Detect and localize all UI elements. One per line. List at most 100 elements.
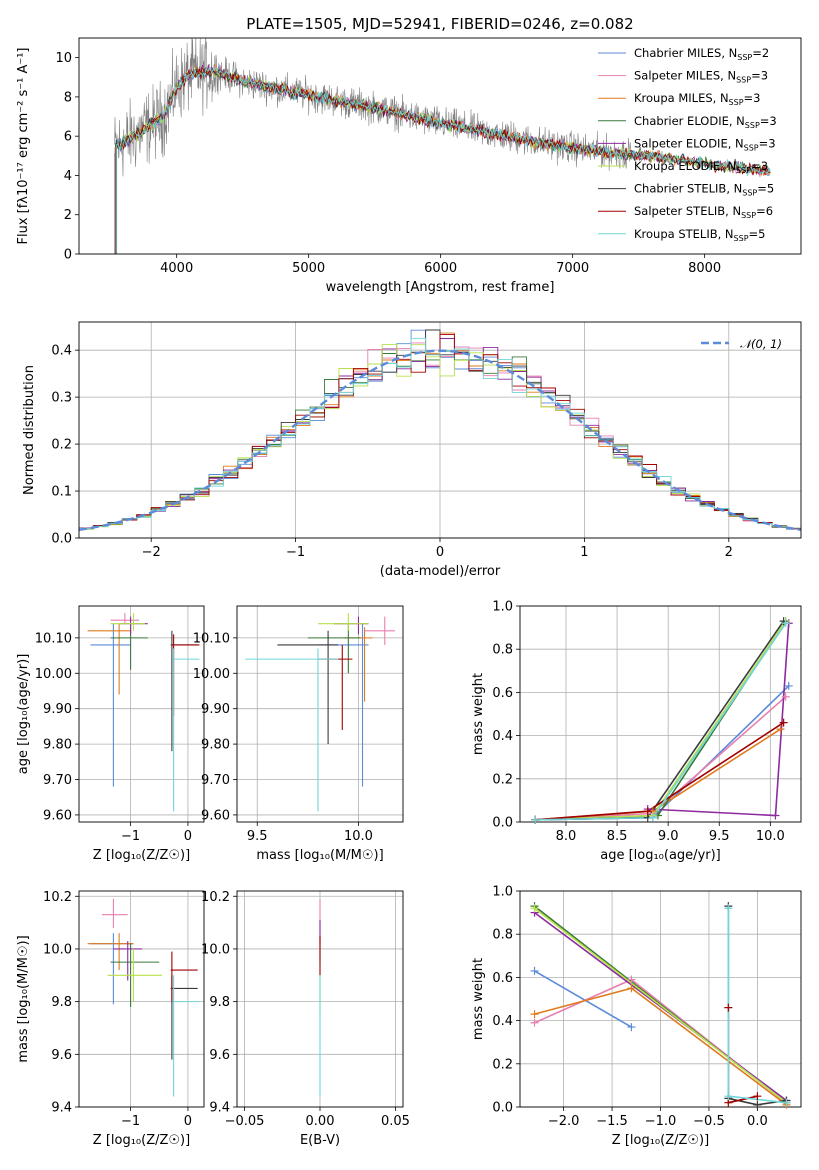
y-tick-label: 9.90 [201,702,230,717]
histogram-salpeter_stelib [79,333,801,529]
y-tick-label: 0.2 [492,772,513,787]
weight-marker-chabrier_miles [627,1023,636,1032]
x-tick-label: 9.5 [247,829,268,844]
x-tick-label: −1 [121,1114,140,1129]
legend-label-sub: SSP [736,166,751,175]
y-axis-label: mass [log₁₀(M/M☉)] [16,935,31,1062]
y-tick-label: 10.00 [35,667,72,682]
weight-line-salpeter_elodie [534,911,787,1102]
panel-age_vs_mass: 9.5 10.0 9.60 9.70 9.80 9.90 10.00 10.10 mass [l… [193,605,404,863]
y-axis-label: Flux [fλ10⁻¹⁷ erg cm⁻² s⁻¹ A⁻¹] [16,48,31,245]
weight-marker-salpeter_stelib [753,1092,762,1101]
weight-marker-salpeter_miles [530,1018,539,1027]
y-tick-label: 9.80 [43,738,72,753]
y-tick-label: 0.4 [492,729,513,744]
y-tick-label: 9.8 [209,995,230,1010]
y-tick-label: 9.8 [51,995,72,1010]
y-tick-label: 10.10 [35,631,72,646]
y-tick-label: 0.8 [492,643,513,658]
y-tick-label: 0.6 [492,686,513,701]
y-tick-label: 10.2 [201,890,230,905]
x-tick-label: −1 [286,545,305,560]
x-tick-label: −0.05 [225,1114,265,1129]
axes-frame [519,605,802,823]
legend-label-sub: SSP [745,121,760,130]
legend-label-name: Kroupa MILES, N [634,91,729,105]
weight-marker-kroupa_stelib [724,1092,733,1101]
plot-area [87,613,200,812]
y-tick-label: 9.6 [209,1048,230,1063]
weight-marker-kroupa_stelib [781,619,790,628]
grid [79,891,204,1108]
axes-frame [236,605,404,823]
x-tick-label: 10.0 [756,829,785,844]
histogram-kroupa_elodie [79,344,801,530]
legend-label-kroupa_elodie: Kroupa ELODIE, NSSP=3 [634,159,768,175]
panel-residuals: −2 −1 0 1 2 0.0 0.1 0.2 0.3 0.4 (data-model)/error… [22,321,802,579]
plot-area [79,329,801,531]
y-tick-label: 9.80 [201,738,230,753]
axes-frame [519,890,802,1108]
y-tick-label: 10.0 [43,942,72,957]
legend-label-value: =6 [756,204,773,218]
x-tick-label: 7000 [556,261,589,276]
x-tick-label: 10.0 [344,829,373,844]
y-tick-label: 10.2 [43,890,72,905]
legend-label-sub: SSP [744,143,759,152]
x-tick-label: −0.5 [693,1114,725,1129]
weight-line-kroupa_miles [535,728,782,821]
x-tick-label: 8000 [688,261,721,276]
x-axis-label: Z [log₁₀(Z/Z☉)] [612,1133,709,1148]
y-tick-label: 10.00 [193,667,230,682]
weight-marker-chabrier_miles [784,681,793,690]
weight-line-chabrier_miles [535,685,790,821]
x-tick-label: 6000 [424,261,457,276]
histogram-kroupa_stelib [79,337,801,530]
weight-marker-kroupa_miles [627,984,636,993]
weight-marker-salpeter_stelib [643,807,652,816]
weight-marker-kroupa_stelib [724,904,733,913]
y-tick-label: 0.0 [51,532,72,547]
legend-label-sub: SSP [729,98,744,107]
plot-area [535,620,790,821]
x-tick-label: 0 [184,829,192,844]
x-axis-label: Z [log₁₀(Z/Z☉)] [93,1133,190,1148]
x-axis-label: (data-model)/error [380,564,501,579]
plot-area [114,38,771,254]
y-tick-label: 1.0 [492,885,513,900]
x-tick-label: −2.0 [548,1114,580,1129]
y-tick-label: 4 [64,169,72,184]
y-tick-label: 0.2 [492,1057,513,1072]
plot-area [245,613,395,812]
x-tick-label: 9.5 [709,829,730,844]
weight-marker-salpeter_miles [781,692,790,701]
weight-marker-salpeter_miles [627,975,636,984]
y-tick-label: 9.60 [201,808,230,823]
weight-marker-kroupa_stelib [531,815,540,824]
y-tick-label: 0 [64,248,72,263]
x-tick-label: 9.0 [658,829,679,844]
x-tick-label: 4000 [160,261,193,276]
x-tick-label: 8.5 [607,829,628,844]
x-tick-label: 0 [436,545,444,560]
legend-label-salpeter_miles: Salpeter MILES, NSSP=3 [634,69,768,85]
axes-frame [78,890,205,1108]
x-axis-label: mass [log₁₀(M/M☉)] [256,848,383,863]
x-axis-label: wavelength [Angstrom, rest frame] [326,280,555,295]
y-axis-label: Normed distribution [22,365,37,495]
weight-line-kroupa_elodie [534,907,787,1104]
axes-frame [78,37,802,255]
y-tick-label: 0.3 [51,391,72,406]
legend-label-chabrier_miles: Chabrier MILES, NSSP=2 [634,46,769,62]
legend-label-chabrier_stelib: Chabrier STELIB, NSSP=5 [634,182,774,198]
x-axis-label: age [log₁₀(age/yr)] [600,848,721,863]
plot-area [87,898,200,1097]
weight-line-chabrier_miles [534,970,632,1028]
y-tick-label: 1.0 [492,600,513,615]
figure-title: PLATE=1505, MJD=52941, FIBERID=0246, z=0… [246,15,633,33]
y-tick-label: 0.8 [492,928,513,943]
x-tick-label: −1.5 [596,1114,628,1129]
legend-label-value: =3 [744,91,761,105]
weight-marker-kroupa_miles [530,1010,539,1019]
